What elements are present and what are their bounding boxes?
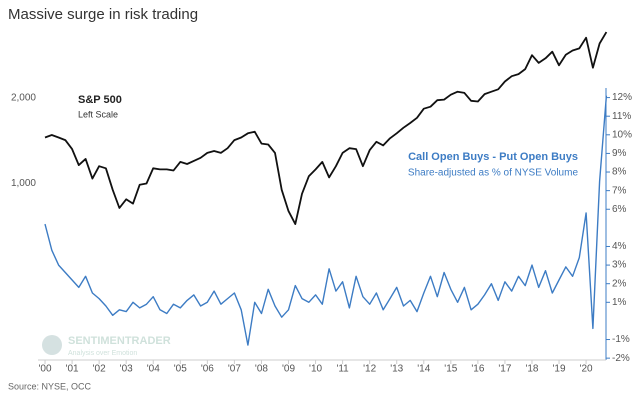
x-tick-label: '04 [147, 364, 160, 375]
watermark-subtext: Analysis over Emotion [68, 350, 137, 357]
x-tick-label: '01 [66, 364, 79, 375]
x-tick-label: '06 [201, 364, 214, 375]
x-tick-label: '14 [417, 364, 430, 375]
y2-tick-label: 10% [612, 129, 632, 140]
y2-tick-label: 9% [612, 148, 627, 159]
x-tick-label: '15 [444, 364, 457, 375]
x-tick-label: '07 [228, 364, 241, 375]
x-tick-label: '13 [390, 364, 403, 375]
x-tick-label: '12 [363, 364, 376, 375]
watermark: SENTIMENTRADER Analysis over Emotion [42, 335, 171, 357]
x-tick-label: '05 [174, 364, 187, 375]
y2-tick-label: 6% [612, 204, 627, 215]
y2-tick-label: 3% [612, 260, 627, 271]
y2-tick-label: -2% [612, 353, 630, 364]
x-tick-label: '11 [336, 364, 349, 375]
source: Source: NYSE, OCC [8, 381, 92, 391]
y2-tick-label: 12% [612, 92, 632, 103]
x-tick-label: '16 [471, 364, 484, 375]
watermark-logo [42, 335, 62, 355]
x-tick-label: '02 [93, 364, 106, 375]
annotation: Left Scale [78, 109, 118, 119]
y2-tick-label: 8% [612, 167, 627, 178]
y2-tick-label: 2% [612, 278, 627, 289]
y2-tick-label: 7% [612, 185, 627, 196]
x-tick-label: '19 [553, 364, 566, 375]
x-tick-label: '17 [498, 364, 511, 375]
x-tick-label: '00 [39, 364, 52, 375]
series-line [44, 31, 608, 225]
annotation: Share-adjusted as % of NYSE Volume [408, 168, 579, 179]
x-tick-label: '08 [255, 364, 268, 375]
annotation: Call Open Buys - Put Open Buys [408, 151, 578, 163]
x-tick-label: '09 [282, 364, 295, 375]
y2-tick-label: 11% [612, 111, 631, 122]
y-tick-label: 2,000 [11, 92, 36, 103]
watermark-text: SENTIMENTRADER [68, 335, 171, 347]
series-line [44, 95, 608, 346]
y2-tick-label: 4% [612, 241, 627, 252]
x-tick-label: '03 [120, 364, 133, 375]
x-tick-label: '18 [525, 364, 538, 375]
y2-tick-label: -1% [612, 334, 630, 345]
x-tick-label: '20 [580, 364, 593, 375]
chart-title: Massive surge in risk trading [8, 6, 198, 23]
annotation: S&P 500 [78, 94, 122, 106]
y2-tick-label: 1% [612, 297, 627, 308]
y-tick-label: 1,000 [11, 178, 36, 189]
x-tick-label: '10 [309, 364, 322, 375]
